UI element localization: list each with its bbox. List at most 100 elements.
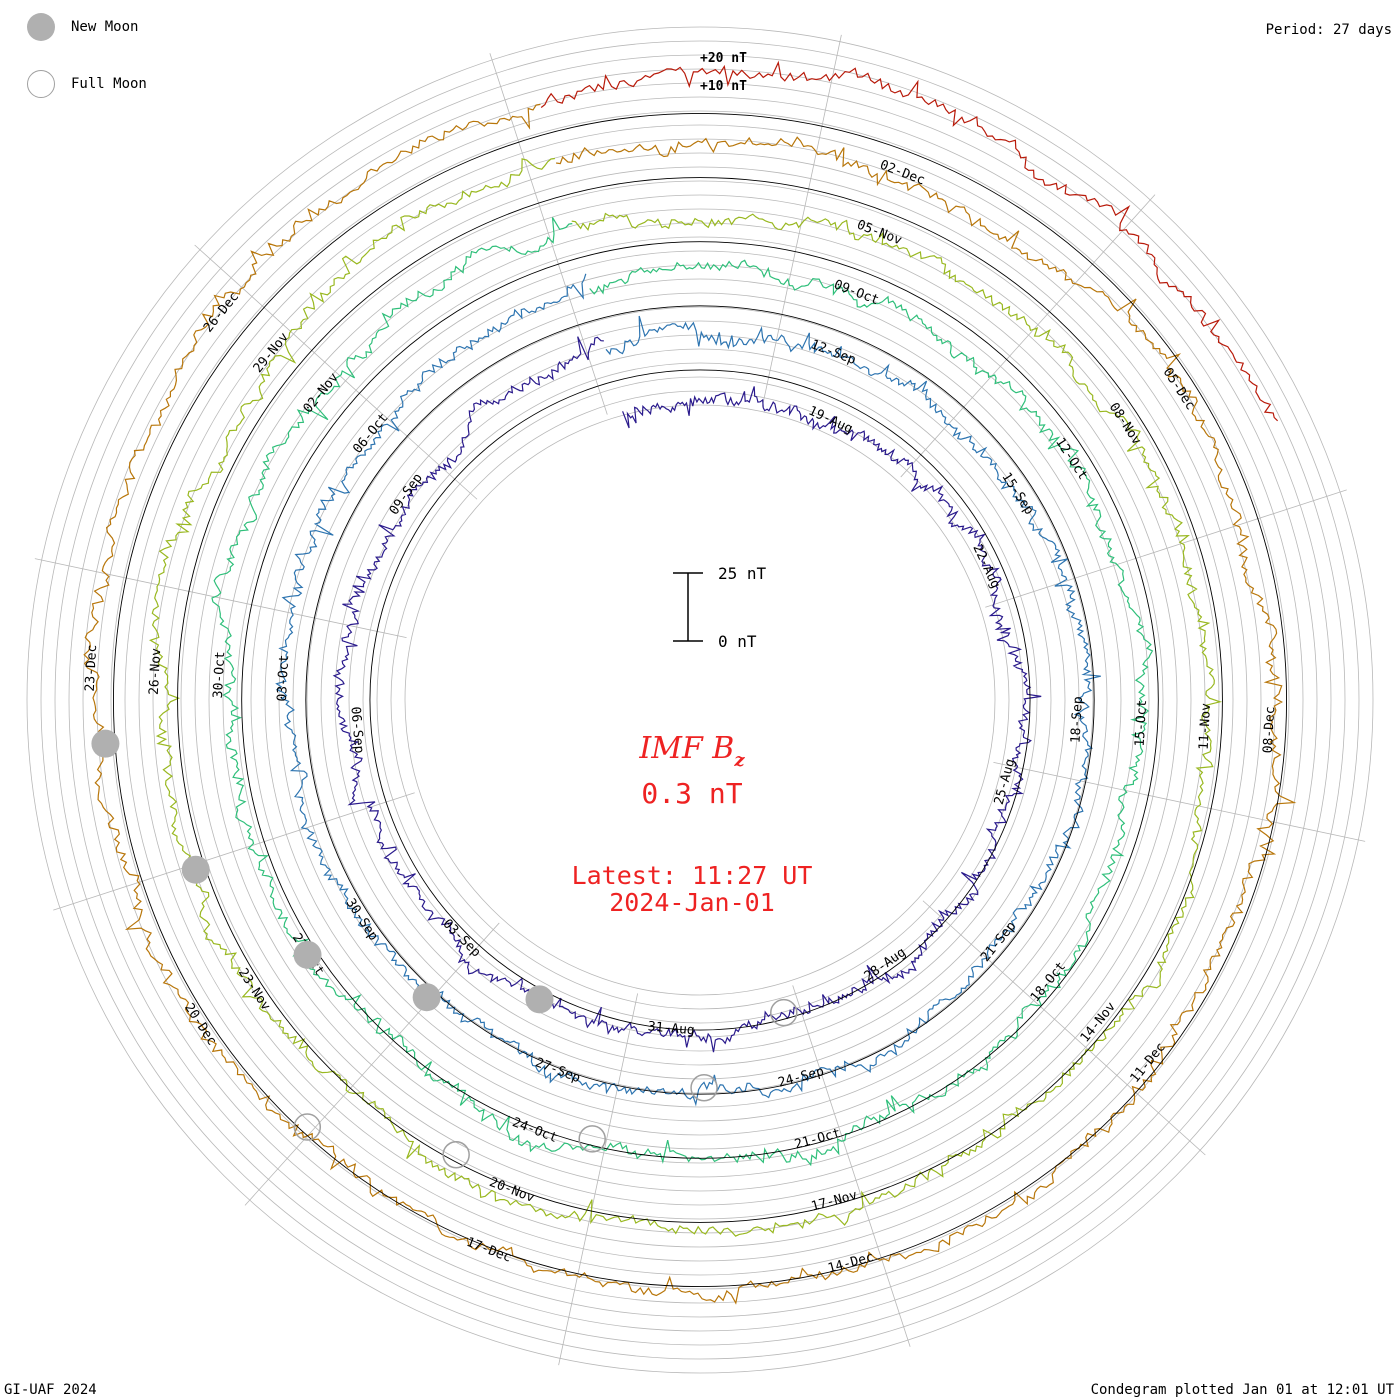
date-tick-label: 15-Sep <box>998 470 1036 518</box>
series-line-cycle-1 <box>332 336 1042 1053</box>
grid-circle <box>68 68 1332 1332</box>
date-tick-label: 21-Sep <box>978 919 1019 965</box>
grid-spoke <box>194 244 478 500</box>
grid-circle <box>26 26 1374 1374</box>
date-tick-label: 15-Oct <box>1133 699 1150 747</box>
grid-circle <box>376 376 1024 1024</box>
new-moon-marker <box>412 983 441 1012</box>
date-tick-label: 23-Dec <box>83 644 100 692</box>
legend-new-moon-label: New Moon <box>71 19 139 35</box>
grid-circle <box>166 166 1234 1234</box>
moon-group <box>91 729 798 1169</box>
date-tick-label: 18-Sep <box>1069 696 1086 744</box>
date-tick-label: 05-Dec <box>1160 365 1198 413</box>
new-moon-marker <box>181 855 210 884</box>
scale-bottom-label: 0 nT <box>718 632 757 651</box>
date-tick-label: 28-Aug <box>862 945 909 984</box>
grid-circle <box>264 264 1136 1136</box>
baseline-circle <box>112 112 1288 1288</box>
series-line-cycle-6 <box>540 60 1279 422</box>
period-label: Period: 27 days <box>1265 22 1392 38</box>
full-moon-icon <box>27 70 55 98</box>
legend-full-moon-label: Full Moon <box>71 76 147 92</box>
grid-circle <box>222 222 1178 1178</box>
chart-title-subscript: z <box>733 750 745 771</box>
baseline-circle <box>177 177 1223 1223</box>
new-moon-icon <box>27 13 55 41</box>
baseline-circle <box>369 369 1031 1031</box>
date-tick-label: 11-Nov <box>1197 702 1214 750</box>
grid-spoke <box>985 489 1347 608</box>
scale-top-label: 25 nT <box>718 564 767 583</box>
grid-circle <box>54 54 1346 1346</box>
grid-spoke <box>34 558 407 639</box>
date-tick-label: 24-Oct <box>510 1115 559 1146</box>
grid-circle <box>208 208 1192 1192</box>
grid-circle <box>334 334 1066 1066</box>
series-line-cycle-2 <box>275 273 1101 1107</box>
grid-label: +20 nT <box>700 51 747 66</box>
date-tick-label: 14-Dec <box>826 1250 875 1277</box>
grid-spoke <box>922 900 1206 1156</box>
grid-circle <box>306 306 1094 1094</box>
chart-title: IMF Bz <box>638 731 745 771</box>
date-tick-label: 12-Sep <box>809 337 858 368</box>
series-line-cycle-3 <box>211 217 1154 1167</box>
latest-date: 2024-Jan-01 <box>609 888 775 917</box>
date-tick-label: 02-Nov <box>301 370 342 416</box>
baseline-circle <box>241 241 1159 1159</box>
date-tick-label: 24-Sep <box>776 1064 825 1091</box>
grid-circle <box>390 390 1010 1010</box>
grid-circle <box>362 362 1038 1038</box>
date-tick-label: 03-Oct <box>275 654 292 702</box>
full-moon-marker <box>293 1113 322 1141</box>
date-tick-label: 06-Sep <box>347 706 366 754</box>
footer-plot-time: Condegram plotted Jan 01 at 12:01 UT <box>1090 1382 1394 1398</box>
grid-circle <box>152 152 1248 1248</box>
grid-circle <box>82 82 1318 1318</box>
baseline-circle <box>305 305 1095 1095</box>
date-tick-label: 08-Nov <box>1106 400 1144 448</box>
series-line-cycle-4 <box>148 157 1223 1237</box>
full-moon-marker <box>770 998 798 1027</box>
grid-circle <box>124 124 1276 1276</box>
date-tick-label: 05-Nov <box>855 218 904 249</box>
date-tick-label: 19-Aug <box>806 404 855 437</box>
grid-circle <box>180 180 1220 1220</box>
full-moon-marker <box>442 1141 470 1169</box>
series-line-cycle-5 <box>83 103 1297 1305</box>
grid-circle <box>278 278 1122 1122</box>
grid-label: +10 nT <box>700 79 747 94</box>
grid-spoke <box>761 34 842 407</box>
grid-group <box>26 26 1374 1374</box>
grid-circle <box>320 320 1080 1080</box>
grid-circle <box>236 236 1164 1164</box>
grid-spoke <box>792 985 911 1347</box>
date-tick-label: 22-Aug <box>969 542 1002 591</box>
new-moon-marker <box>91 729 120 758</box>
grid-circle <box>110 110 1290 1290</box>
grid-spoke <box>489 53 608 415</box>
date-tick-label: 29-Nov <box>251 330 292 376</box>
date-tick-label: 26-Nov <box>147 648 164 696</box>
grid-spoke <box>244 922 500 1206</box>
grid-circle <box>96 96 1304 1304</box>
new-moon-marker <box>293 940 322 969</box>
date-tick-label: 20-Dec <box>181 1001 219 1049</box>
scale-bar: 25 nT 0 nT <box>673 564 767 651</box>
grid-circle <box>348 348 1052 1052</box>
grid-circle <box>194 194 1206 1206</box>
grid-spoke <box>53 792 415 911</box>
date-tick-label: 17-Dec <box>464 1235 513 1266</box>
legend-new-moon: New Moon <box>27 13 138 41</box>
date-tick-label: 31-Aug <box>647 1019 695 1038</box>
grid-circle <box>40 40 1360 1360</box>
full-moon-marker <box>690 1074 718 1102</box>
legend-full-moon: Full Moon <box>27 70 147 98</box>
full-moon-marker <box>578 1125 606 1153</box>
grid-spoke <box>900 194 1156 478</box>
date-tick-label: 20-Nov <box>487 1175 536 1206</box>
latest-time: Latest: 11:27 UT <box>572 861 813 890</box>
grid-circle <box>138 138 1262 1262</box>
